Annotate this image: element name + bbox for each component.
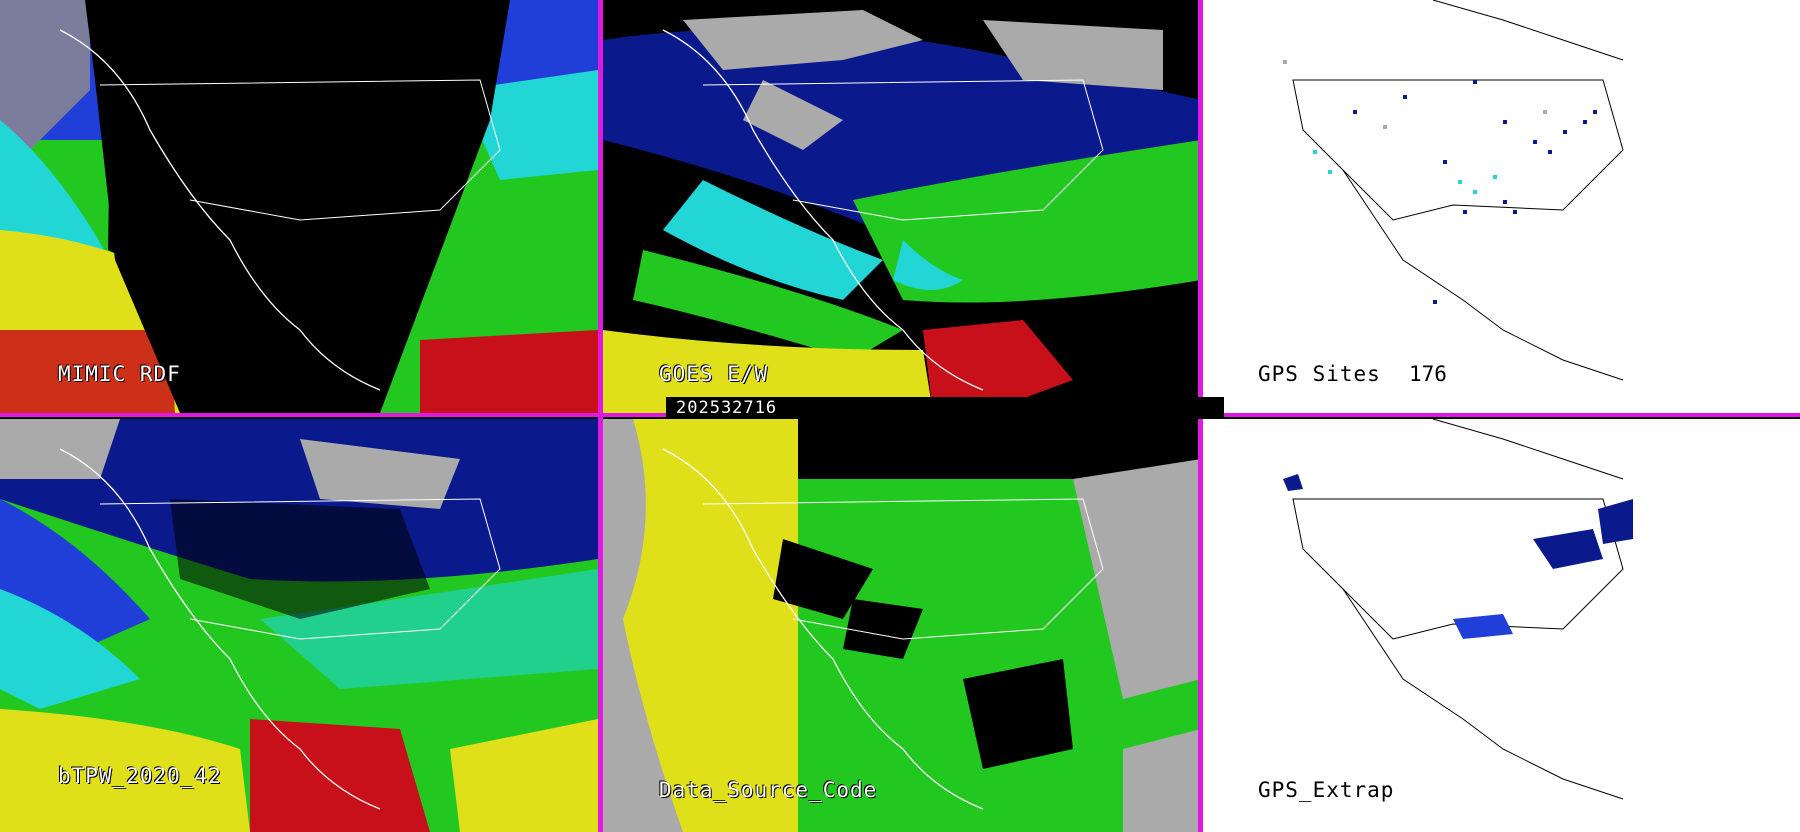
panel-label: bTPW_2020_42 bbox=[58, 764, 222, 788]
panel-label: GPS Sites bbox=[1258, 362, 1381, 386]
panel-gps-extrap: GPS_Extrap bbox=[1203, 419, 1800, 832]
panel-btpw: bTPW_2020_42 bbox=[0, 419, 598, 832]
panel-gps-sites: GPS Sites 176 bbox=[1203, 0, 1800, 413]
panel-mimic-rdf: MIMIC RDF bbox=[0, 0, 598, 413]
btpw-map bbox=[0, 419, 598, 832]
timestamp: 202532716 bbox=[676, 398, 778, 418]
panel-goes-ew: GOES E/W bbox=[603, 0, 1201, 413]
gps-sites-map bbox=[1203, 0, 1800, 413]
data-source-code-map bbox=[603, 419, 1201, 832]
gps-extrap-map bbox=[1203, 419, 1800, 832]
goes-ew-map bbox=[603, 0, 1201, 413]
timestamp-bar: 202532716 bbox=[666, 397, 1224, 419]
panel-label: MIMIC RDF bbox=[58, 362, 181, 386]
panel-label: GPS_Extrap bbox=[1258, 778, 1395, 802]
panel-label: GOES E/W bbox=[659, 362, 769, 386]
panel-data-source-code: Data_Source_Code bbox=[603, 419, 1201, 832]
panel-label: Data_Source_Code bbox=[659, 778, 878, 802]
mimic-rdf-map bbox=[0, 0, 598, 413]
gps-site-count: 176 bbox=[1409, 362, 1447, 386]
